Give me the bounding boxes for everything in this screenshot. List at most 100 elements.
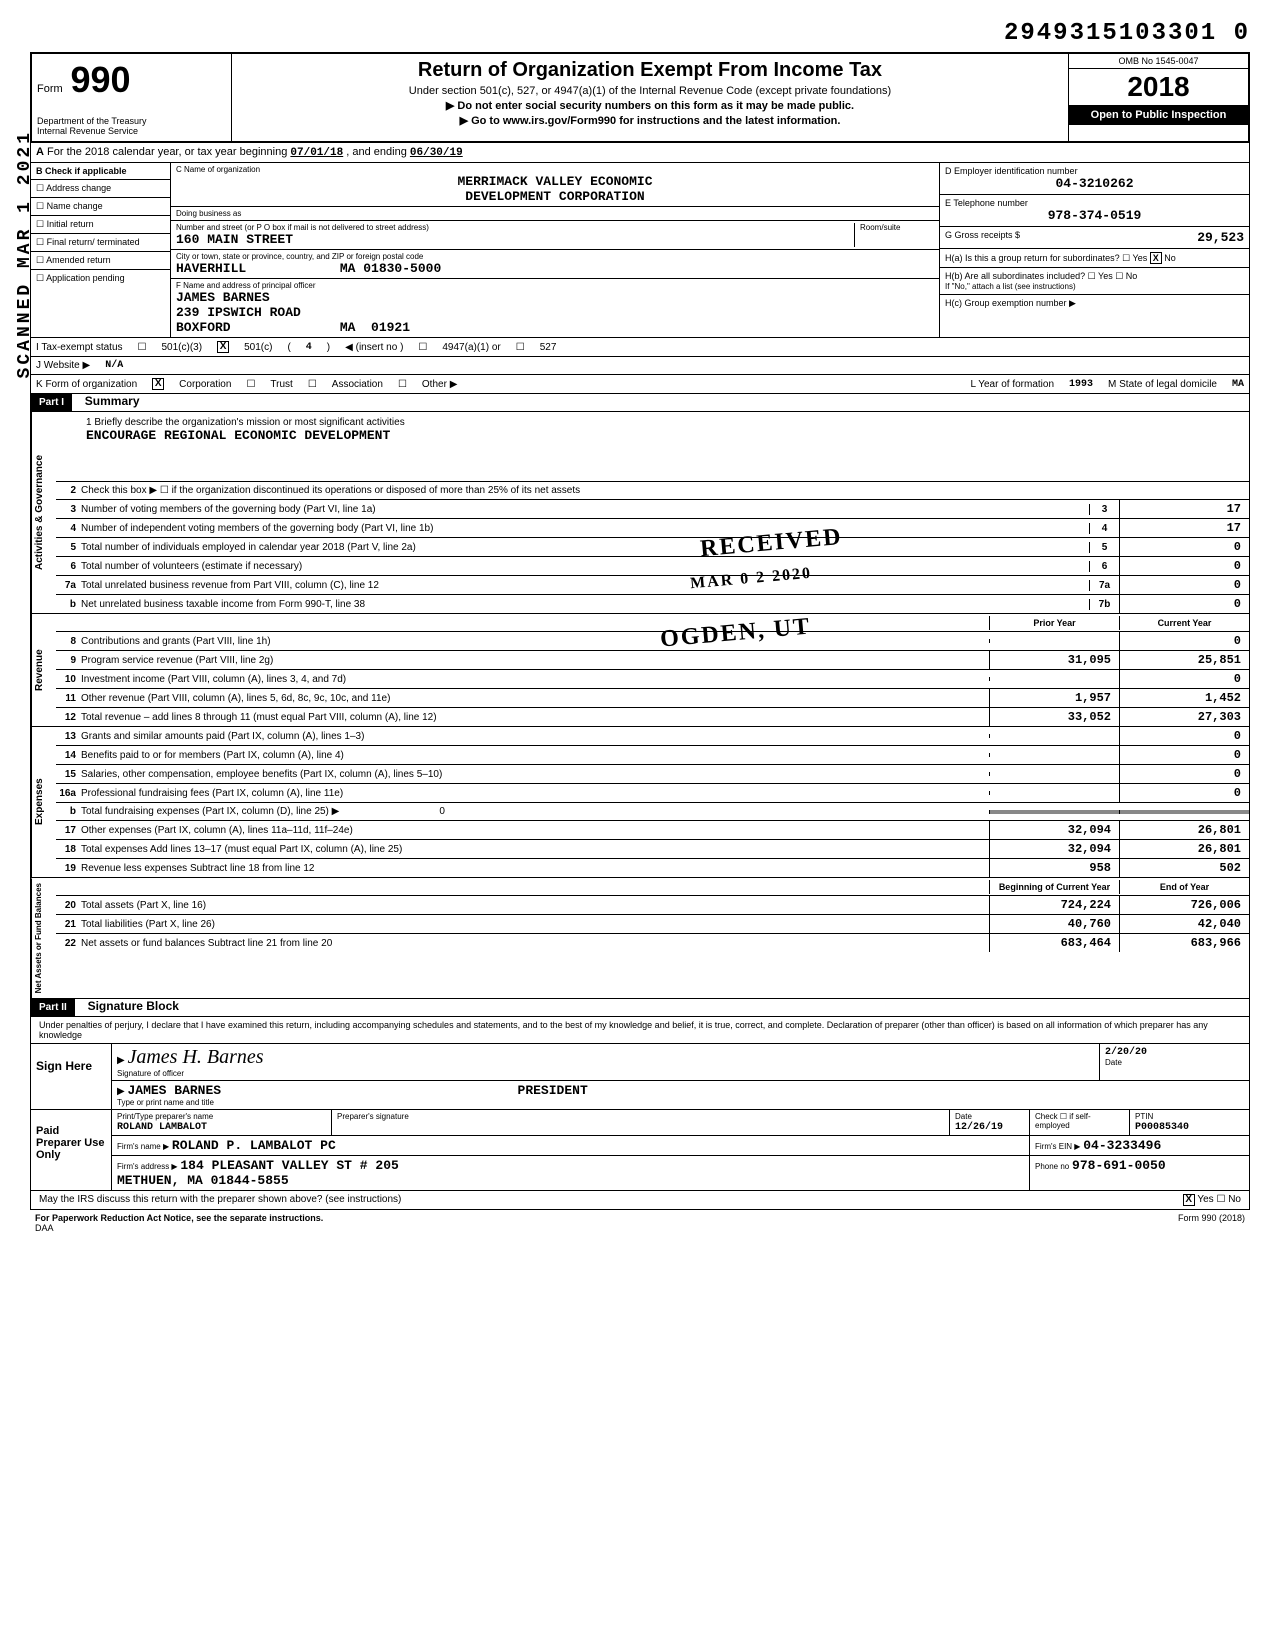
date-label: Date bbox=[1105, 1058, 1244, 1067]
assoc[interactable]: Association bbox=[332, 379, 383, 390]
state-domicile: MA bbox=[1232, 379, 1244, 390]
prep-date: 12/26/19 bbox=[955, 1122, 1003, 1133]
irs-discuss-q: May the IRS discuss this return with the… bbox=[39, 1194, 401, 1206]
officer-city: BOXFORD MA 01921 bbox=[176, 320, 934, 335]
expenses-section: Expenses 13Grants and similar amounts pa… bbox=[30, 727, 1250, 878]
officer-label: F Name and address of principal officer bbox=[176, 281, 934, 290]
rev-side-label: Revenue bbox=[31, 614, 56, 726]
begin-year-header: Beginning of Current Year bbox=[989, 880, 1119, 894]
check-address-change[interactable]: ☐ Address change bbox=[31, 180, 170, 198]
form-header: Form 990 Department of the Treasury Inte… bbox=[30, 52, 1250, 143]
form-number: 990 bbox=[70, 59, 130, 101]
row-a-period: A For the 2018 calendar year, or tax yea… bbox=[30, 143, 1250, 163]
ha-no-check[interactable]: X bbox=[1150, 252, 1162, 264]
corp[interactable]: Corporation bbox=[179, 379, 231, 390]
col-b-header: B Check if applicable bbox=[31, 163, 170, 180]
perjury-statement: Under penalties of perjury, I declare th… bbox=[31, 1017, 1249, 1043]
527[interactable]: 527 bbox=[540, 342, 557, 353]
officer-printed-name: JAMES BARNES PRESIDENT bbox=[127, 1083, 587, 1098]
org-name-label: C Name of organization bbox=[176, 165, 934, 174]
prior-year-header: Prior Year bbox=[989, 616, 1119, 630]
exp-side-label: Expenses bbox=[31, 727, 56, 877]
gov-line: 6Total number of volunteers (estimate if… bbox=[56, 557, 1249, 576]
self-employed[interactable]: Check ☐ if self-employed bbox=[1029, 1110, 1129, 1135]
summary-line: 9Program service revenue (Part VIII, lin… bbox=[56, 651, 1249, 670]
summary-line: 16aProfessional fundraising fees (Part I… bbox=[56, 784, 1249, 803]
ptin-label: PTIN bbox=[1135, 1112, 1244, 1121]
prep-name: ROLAND LAMBALOT bbox=[117, 1122, 207, 1133]
firm-ein-label: Firm's EIN ▶ bbox=[1035, 1142, 1080, 1151]
firm-ein: 04-3233496 bbox=[1083, 1138, 1161, 1153]
sig-label: Signature of officer bbox=[117, 1069, 1094, 1078]
summary-line: 17Other expenses (Part IX, column (A), l… bbox=[56, 821, 1249, 840]
phone: 978-374-0519 bbox=[945, 208, 1244, 223]
check-name-change[interactable]: ☐ Name change bbox=[31, 198, 170, 216]
part-2-label: Part II bbox=[31, 999, 75, 1016]
net-side-label: Net Assets or Fund Balances bbox=[31, 878, 56, 998]
4947[interactable]: 4947(a)(1) or bbox=[442, 342, 500, 353]
gov-line: bNet unrelated business taxable income f… bbox=[56, 595, 1249, 613]
501c-num: 4 bbox=[306, 342, 312, 353]
gross-label: G Gross receipts $ bbox=[945, 230, 1020, 245]
501c3[interactable]: 501(c)(3) bbox=[162, 342, 203, 353]
part-1-header-row: Part I Summary bbox=[30, 394, 1250, 412]
l-label: L Year of formation bbox=[970, 379, 1054, 390]
form-title: Return of Organization Exempt From Incom… bbox=[242, 59, 1058, 82]
prep-name-label: Print/Type preparer's name bbox=[117, 1112, 326, 1121]
check-amended[interactable]: ☐ Amended return bbox=[31, 252, 170, 270]
period-mid: , and ending bbox=[346, 146, 407, 158]
dba-label: Doing business as bbox=[176, 209, 934, 218]
other[interactable]: Other ▶ bbox=[422, 379, 457, 390]
firm-addr-label: Firm's address ▶ bbox=[117, 1162, 178, 1171]
check-final-return[interactable]: ☐ Final return/ terminated bbox=[31, 234, 170, 252]
trust[interactable]: Trust bbox=[270, 379, 292, 390]
tax-year: 2018 bbox=[1069, 69, 1248, 105]
summary-line: 11Other revenue (Part VIII, column (A), … bbox=[56, 689, 1249, 708]
check-application-pending[interactable]: ☐ Application pending bbox=[31, 270, 170, 287]
irs-yes: Yes bbox=[1197, 1194, 1213, 1205]
irs-no[interactable]: No bbox=[1228, 1194, 1241, 1205]
ha-no: No bbox=[1164, 253, 1176, 263]
part-2-header-row: Part II Signature Block bbox=[30, 999, 1250, 1017]
hb-no[interactable]: No bbox=[1126, 271, 1138, 281]
i-label: I Tax-exempt status bbox=[36, 342, 123, 353]
city-label: City or town, state or province, country… bbox=[176, 252, 934, 261]
period-end: 06/30/19 bbox=[410, 147, 463, 159]
irs-yes-check[interactable]: X bbox=[1183, 1194, 1195, 1206]
j-label: J Website ▶ bbox=[36, 360, 90, 371]
summary-line: 8Contributions and grants (Part VIII, li… bbox=[56, 632, 1249, 651]
omb-number: OMB No 1545-0047 bbox=[1069, 54, 1248, 69]
form-label: Form bbox=[37, 83, 63, 95]
check-initial-return[interactable]: ☐ Initial return bbox=[31, 216, 170, 234]
prep-date-label: Date bbox=[955, 1112, 1024, 1121]
gov-side-label: Activities & Governance bbox=[31, 412, 56, 613]
sig-date: 2/20/20 bbox=[1105, 1047, 1147, 1058]
gov-line: 7aTotal unrelated business revenue from … bbox=[56, 576, 1249, 595]
officer-name: JAMES BARNES bbox=[176, 290, 934, 305]
tax-status-i: I Tax-exempt status ☐ 501(c)(3) X 501(c)… bbox=[30, 338, 1250, 357]
summary-line: 12Total revenue – add lines 8 through 11… bbox=[56, 708, 1249, 726]
room-label: Room/suite bbox=[860, 223, 934, 232]
gov-line: 4Number of independent voting members of… bbox=[56, 519, 1249, 538]
ha-yes[interactable]: Yes bbox=[1133, 253, 1148, 263]
insert-no: ◀ (insert no ) bbox=[345, 342, 403, 353]
city: HAVERHILL MA 01830-5000 bbox=[176, 261, 934, 276]
gross: 29,523 bbox=[1197, 230, 1244, 245]
m-label: M State of legal domicile bbox=[1108, 379, 1217, 390]
k-label: K Form of organization bbox=[36, 379, 137, 390]
daa: DAA bbox=[35, 1223, 54, 1233]
end-year-header: End of Year bbox=[1119, 880, 1249, 894]
hb-label: H(b) Are all subordinates included? bbox=[945, 271, 1085, 281]
summary-line: 20Total assets (Part X, line 16)724,2247… bbox=[56, 896, 1249, 915]
gov-line: 5Total number of individuals employed in… bbox=[56, 538, 1249, 557]
identity-grid: B Check if applicable ☐ Address change ☐… bbox=[30, 163, 1250, 338]
printed-name-label: Type or print name and title bbox=[117, 1098, 1244, 1107]
street-label: Number and street (or P O box if mail is… bbox=[176, 223, 854, 232]
website: N/A bbox=[105, 360, 123, 371]
ein-label: D Employer identification number bbox=[945, 166, 1244, 176]
part-1-label: Part I bbox=[31, 394, 72, 411]
hb-yes[interactable]: Yes bbox=[1098, 271, 1113, 281]
officer-signature: James H. Barnes bbox=[127, 1046, 263, 1068]
501c[interactable]: 501(c) bbox=[244, 342, 272, 353]
mission-text: ENCOURAGE REGIONAL ECONOMIC DEVELOPMENT bbox=[86, 428, 1219, 443]
